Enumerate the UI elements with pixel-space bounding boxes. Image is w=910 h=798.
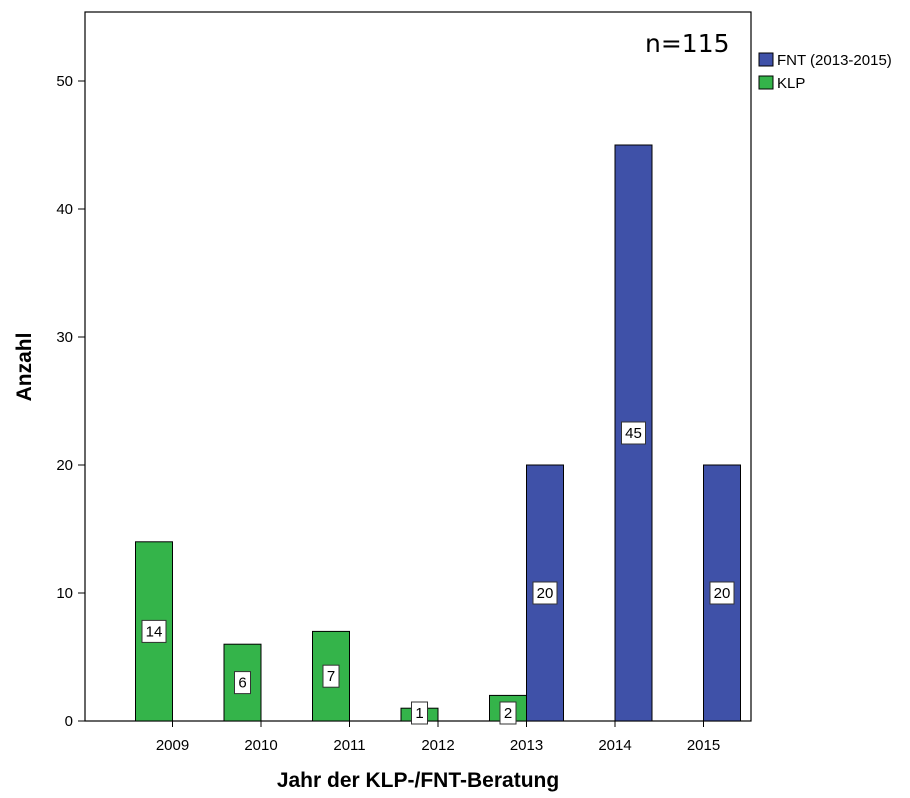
x-tick-label: 2009: [156, 737, 189, 754]
data-label-box: [141, 619, 167, 643]
y-tick-label: 50: [56, 73, 73, 90]
data-label-box: [621, 421, 646, 445]
data-label: 20: [537, 585, 554, 602]
x-tick-label: 2010: [244, 737, 277, 754]
x-tick-label: 2012: [421, 737, 454, 754]
y-tick-label: 40: [56, 201, 73, 218]
data-label-box: [709, 581, 735, 605]
data-label: 1: [415, 705, 423, 722]
x-tick-label: 2015: [687, 737, 720, 754]
data-label: 2: [504, 705, 512, 722]
y-axis-title: Anzahl: [13, 333, 36, 402]
y-tick-label: 10: [56, 585, 73, 602]
x-tick-label: 2014: [598, 737, 631, 754]
legend-label-klp: KLP: [777, 75, 805, 92]
legend-label-fnt: FNT (2013-2015): [777, 52, 892, 69]
data-label: 6: [238, 675, 246, 692]
data-label-box: [499, 701, 517, 725]
data-label-box: [322, 664, 340, 688]
data-label: 14: [146, 623, 163, 640]
data-label: 45: [625, 425, 642, 442]
legend: FNT (2013-2015) KLP: [758, 52, 892, 92]
x-tick-label: 2013: [510, 737, 543, 754]
sample-size-note: n=115: [645, 29, 730, 58]
data-label-box: [234, 671, 251, 695]
data-labels-layer: 20 45 20 14 6 7 1 2: [141, 421, 735, 725]
y-axis: 0 10 20 30 40 50: [56, 73, 85, 730]
legend-swatch-fnt: [758, 52, 774, 67]
x-tick-label: 2011: [333, 737, 365, 754]
y-tick-label: 20: [56, 457, 73, 474]
data-label-box: [532, 581, 558, 605]
data-label-box: [411, 701, 428, 725]
data-label: 20: [714, 585, 731, 602]
legend-swatch-klp: [758, 75, 774, 90]
y-tick-label: 0: [65, 713, 73, 730]
data-label: 7: [327, 668, 335, 685]
x-axis-title: Jahr der KLP-/FNT-Beratung: [277, 769, 559, 792]
y-tick-label: 30: [56, 329, 73, 346]
x-axis: 2009 2010 2011 2012 2013 2014 2015: [156, 721, 720, 754]
